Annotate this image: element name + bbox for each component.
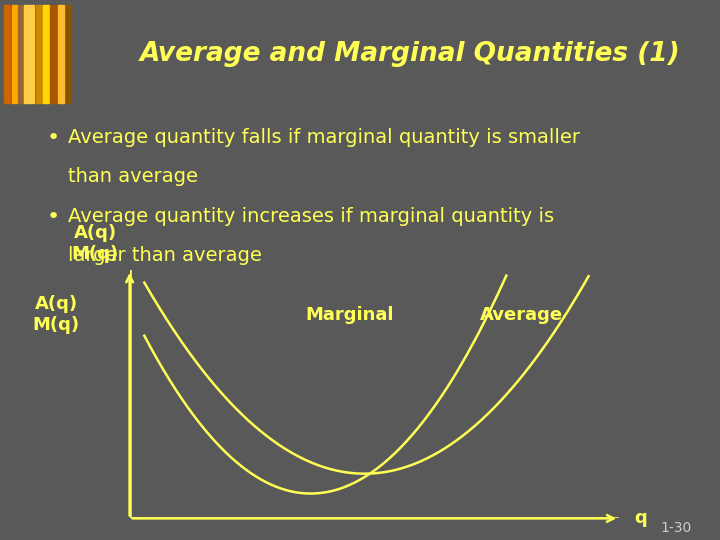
Bar <box>58 5 64 103</box>
Text: than average: than average <box>68 167 199 186</box>
Text: •: • <box>47 128 60 148</box>
Bar <box>4 5 10 103</box>
Text: Average quantity falls if marginal quantity is smaller: Average quantity falls if marginal quant… <box>68 128 580 147</box>
Text: q: q <box>634 509 647 528</box>
Text: Average: Average <box>480 306 563 323</box>
Text: Average and Marginal Quantities (1): Average and Marginal Quantities (1) <box>140 41 680 67</box>
Text: 1-30: 1-30 <box>660 521 691 535</box>
Bar <box>24 5 34 103</box>
Bar <box>12 5 17 103</box>
Text: Average quantity increases if marginal quantity is: Average quantity increases if marginal q… <box>68 207 554 226</box>
Text: Marginal: Marginal <box>306 306 394 323</box>
Text: A(q)
M(q): A(q) M(q) <box>72 224 119 262</box>
Bar <box>18 5 23 103</box>
Text: •: • <box>47 207 60 227</box>
Bar <box>50 5 57 103</box>
Bar <box>43 5 49 103</box>
Text: A(q)
M(q): A(q) M(q) <box>32 295 80 334</box>
Bar <box>36 5 42 103</box>
Text: larger than average: larger than average <box>68 246 262 265</box>
Bar <box>66 5 71 103</box>
